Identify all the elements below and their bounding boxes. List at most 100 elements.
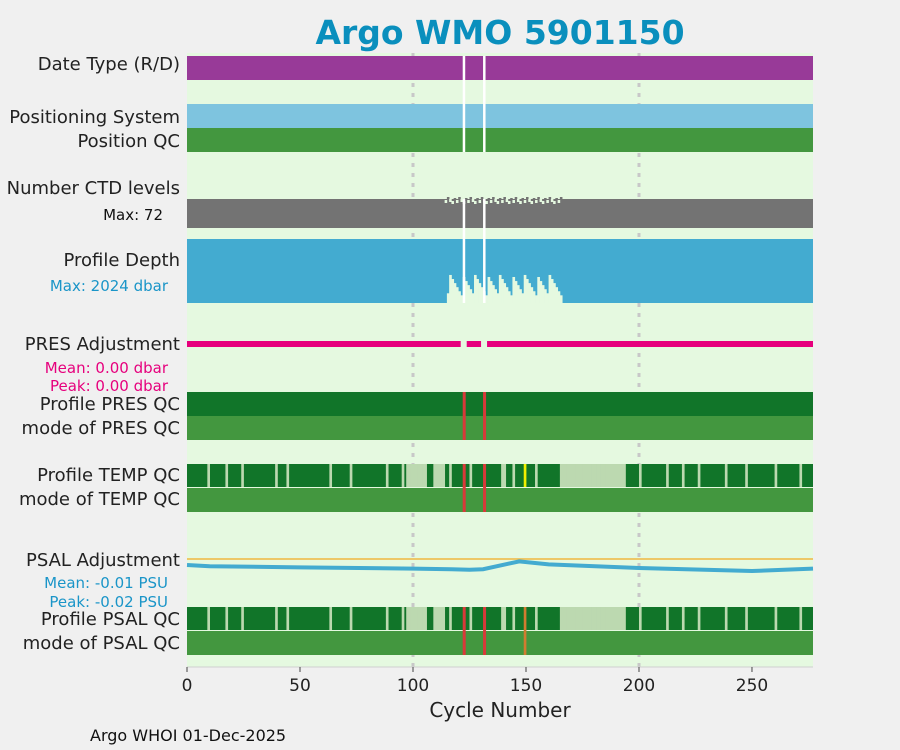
psal-qc-light-bar: [614, 607, 617, 630]
temp-qc-light-bar: [424, 464, 427, 487]
psal-adjustment-lines: [186, 558, 814, 574]
gap-red-qc-bar: [483, 392, 487, 440]
depth-shallow-bar: [539, 281, 543, 303]
temp-qc-light-bar: [616, 464, 620, 487]
temp-qc-light-bar: [437, 464, 441, 487]
depth-shallow-bar: [521, 293, 525, 303]
temp-qc-light-bar: [419, 464, 423, 487]
ctd-level-bar: [453, 198, 457, 201]
temp-qc-light-bar: [681, 464, 685, 487]
temp-qc-light-bar: [349, 464, 353, 487]
depth-shallow-bar: [523, 274, 527, 303]
depth-shallow-bar: [548, 274, 552, 303]
depth-shallow-bar: [485, 295, 488, 303]
depth-shallow-bar: [453, 283, 457, 303]
ctd-level-bar: [557, 200, 561, 203]
x-tick-label: 200: [623, 676, 655, 696]
ctd-level-bar: [469, 197, 473, 200]
psal-qc-light-bar: [568, 607, 572, 630]
temp-qc-light-bar: [611, 464, 615, 487]
depth-shallow-bar: [478, 283, 482, 303]
temp-qc-light-bar: [582, 464, 586, 487]
psal-qc-light-bar: [607, 607, 611, 630]
temp-qc-light-bar: [600, 464, 604, 487]
temp-qc-light-bar: [577, 464, 581, 487]
ctd-level-bar: [541, 201, 545, 204]
ctd-level-bar: [516, 199, 520, 202]
temp-qc-light-bar: [605, 464, 608, 487]
ctd-level-bar: [555, 198, 558, 201]
grid-lines: [411, 53, 641, 667]
psal-qc-light-bar: [623, 607, 626, 630]
psal-qc-light-bar: [417, 607, 421, 630]
ctd-level-bar: [480, 197, 484, 200]
psal-qc-light-bar: [207, 607, 210, 630]
depth-shallow-bar: [460, 295, 464, 303]
depth-shallow-bar: [455, 287, 459, 303]
row-label-date-type: Date Type (R/D): [38, 54, 180, 75]
psal-peak-label: Peak: -0.02 PSU: [49, 593, 168, 611]
temp-qc-light-bar: [591, 464, 595, 487]
psal-qc-orange-bar: [523, 607, 527, 655]
depth-shallow-bar: [550, 279, 554, 303]
depth-shallow-bar: [541, 285, 545, 303]
temp-qc-light-bar: [501, 464, 504, 487]
ctd-level-bar: [498, 198, 502, 201]
psal-qc-light-bar: [681, 607, 685, 630]
depth-shallow-bar: [476, 279, 479, 303]
depth-shallow-bar: [467, 285, 470, 303]
ctd-level-bar: [485, 201, 488, 204]
psal-qc-light-bar: [666, 607, 669, 630]
psal-qc-light-bar: [349, 607, 353, 630]
temp-qc-light-bar: [503, 464, 507, 487]
gap-red-qc-bar: [462, 607, 466, 655]
depth-shallow-bar: [464, 281, 468, 303]
ctd-level-bar: [496, 201, 500, 204]
temp-qc-light-bar: [440, 464, 443, 487]
depth-shallow-bar: [555, 287, 559, 303]
psal-qc-light-bar: [605, 607, 608, 630]
temp-qc-light-bar: [598, 464, 601, 487]
psal-qc-light-bar: [616, 607, 620, 630]
psal-qc-light-bar: [410, 607, 414, 630]
depth-shallow-bar: [451, 279, 455, 303]
ctd-level-bar: [471, 199, 475, 202]
ctd-level-bar: [489, 200, 493, 203]
x-tick-label: 150: [510, 676, 542, 696]
ctd-level-bar: [474, 201, 477, 204]
psal-qc-light-bar: [424, 607, 427, 630]
depth-shallow-bar: [498, 274, 502, 303]
ctd-level-bar: [530, 201, 534, 204]
depth-shallow-bar: [546, 293, 549, 303]
depth-shallow-bar: [471, 293, 475, 303]
ctd-level-bar: [553, 201, 556, 204]
ctd-level-bar: [460, 199, 464, 202]
psal-adjustment-series: [186, 559, 814, 574]
temp-qc-light-bar: [580, 464, 583, 487]
psal-qc-light-bar: [638, 607, 642, 630]
depth-shallow-bar: [449, 274, 452, 303]
psal-qc-light-bar: [442, 607, 446, 630]
temp-qc-light-bar: [385, 464, 389, 487]
psal-qc-light-bar: [385, 607, 389, 630]
temp-qc-light-bar: [607, 464, 611, 487]
ctd-level-bar: [501, 200, 504, 203]
row-label-profile-psal-qc: Profile PSAL QC: [41, 609, 180, 630]
temp-qc-light-bar: [609, 464, 613, 487]
psal-qc-light-bar: [697, 607, 701, 630]
ctd-level-bar: [550, 199, 554, 202]
ctd-level-bar: [464, 198, 468, 201]
depth-shallow-bar: [510, 295, 513, 303]
ctd-level-bar: [507, 201, 511, 204]
temp-qc-light-bar: [724, 464, 728, 487]
ctd-level-bar: [467, 200, 470, 203]
temp-qc-light-bar: [799, 464, 803, 487]
band-profile-pres-qc: [187, 392, 813, 416]
depth-shallow-bar: [489, 281, 493, 303]
temp-qc-light-bar: [573, 464, 577, 487]
psal-qc-light-bar: [275, 607, 278, 630]
psal-qc-light-bar: [724, 607, 728, 630]
psal-qc-light-bar: [562, 607, 565, 630]
ctd-level-bar: [512, 200, 515, 203]
ctd-level-bar: [476, 198, 479, 201]
